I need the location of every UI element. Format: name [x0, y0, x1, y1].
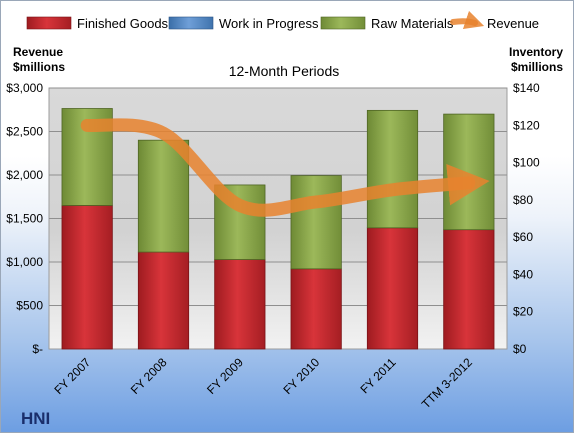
legend-label-revenue: Revenue	[487, 16, 539, 31]
x-tick-label: FY 2008	[128, 355, 170, 397]
x-tick-label: FY 2010	[280, 355, 322, 397]
right-tick-label: $60	[513, 230, 533, 244]
bar-layer	[61, 108, 495, 350]
bar-finished-goods	[366, 227, 419, 350]
revenue-line-layer	[80, 118, 490, 217]
legend-label-work-in-progress: Work in Progress	[219, 16, 319, 31]
left-tick-label: $1,500	[6, 212, 43, 226]
bar-finished-goods	[443, 229, 495, 350]
bar-finished-goods	[61, 205, 113, 350]
chart-title: 12-Month Periods	[229, 63, 340, 79]
bar-finished-goods	[214, 259, 266, 350]
legend-swatch-revenue	[450, 10, 485, 30]
chart-legend: Finished Goods Work in Progress Raw Mate…	[26, 10, 539, 31]
left-tick-label: $2,500	[6, 125, 43, 139]
left-axis-label-line2: $millions	[13, 60, 65, 74]
legend-swatch-raw-materials	[320, 16, 366, 30]
right-axis: $0 $20 $40 $60 $80 $100 $120 $140	[513, 81, 540, 356]
right-tick-label: $140	[513, 81, 540, 95]
bar-raw-materials	[290, 175, 342, 270]
right-tick-label: $100	[513, 156, 540, 170]
bar-raw-materials	[366, 109, 419, 229]
left-axis: $- $500 $1,000 $1,500 $2,000 $2,500 $3,000	[6, 81, 43, 356]
x-tick-label: FY 2009	[204, 355, 246, 397]
right-tick-label: $80	[513, 193, 533, 207]
legend-label-finished-goods: Finished Goods	[77, 16, 169, 31]
x-tick-label: FY 2007	[51, 355, 93, 397]
right-axis-label-line1: Inventory	[509, 45, 563, 59]
legend-swatch-finished-goods	[26, 16, 72, 30]
left-tick-label: $-	[32, 342, 43, 356]
brand-label: HNI	[21, 409, 50, 428]
bar-raw-materials	[443, 113, 495, 231]
right-axis-label-line2: $millions	[511, 60, 563, 74]
left-tick-label: $1,000	[6, 255, 43, 269]
legend-label-raw-materials: Raw Materials	[371, 16, 454, 31]
right-tick-label: $40	[513, 267, 533, 281]
left-axis-label-line1: Revenue	[13, 45, 63, 59]
left-tick-label: $2,000	[6, 168, 43, 182]
x-axis: FY 2007 FY 2008 FY 2009 FY 2010 FY 2011 TTM 3…	[51, 355, 475, 411]
x-tick-label: TTM 3-2012	[419, 355, 475, 411]
bar-raw-materials	[137, 139, 190, 253]
right-tick-label: $20	[513, 305, 533, 319]
revenue-line	[80, 118, 490, 217]
right-tick-label: $0	[513, 342, 527, 356]
gridlines	[49, 87, 507, 306]
legend-swatch-work-in-progress	[168, 16, 214, 30]
right-tick-label: $120	[513, 118, 540, 132]
left-tick-label: $500	[16, 299, 43, 313]
left-tick-label: $3,000	[6, 81, 43, 95]
x-tick-label: FY 2011	[357, 355, 398, 396]
bar-finished-goods	[137, 251, 190, 350]
bar-finished-goods	[290, 268, 342, 350]
